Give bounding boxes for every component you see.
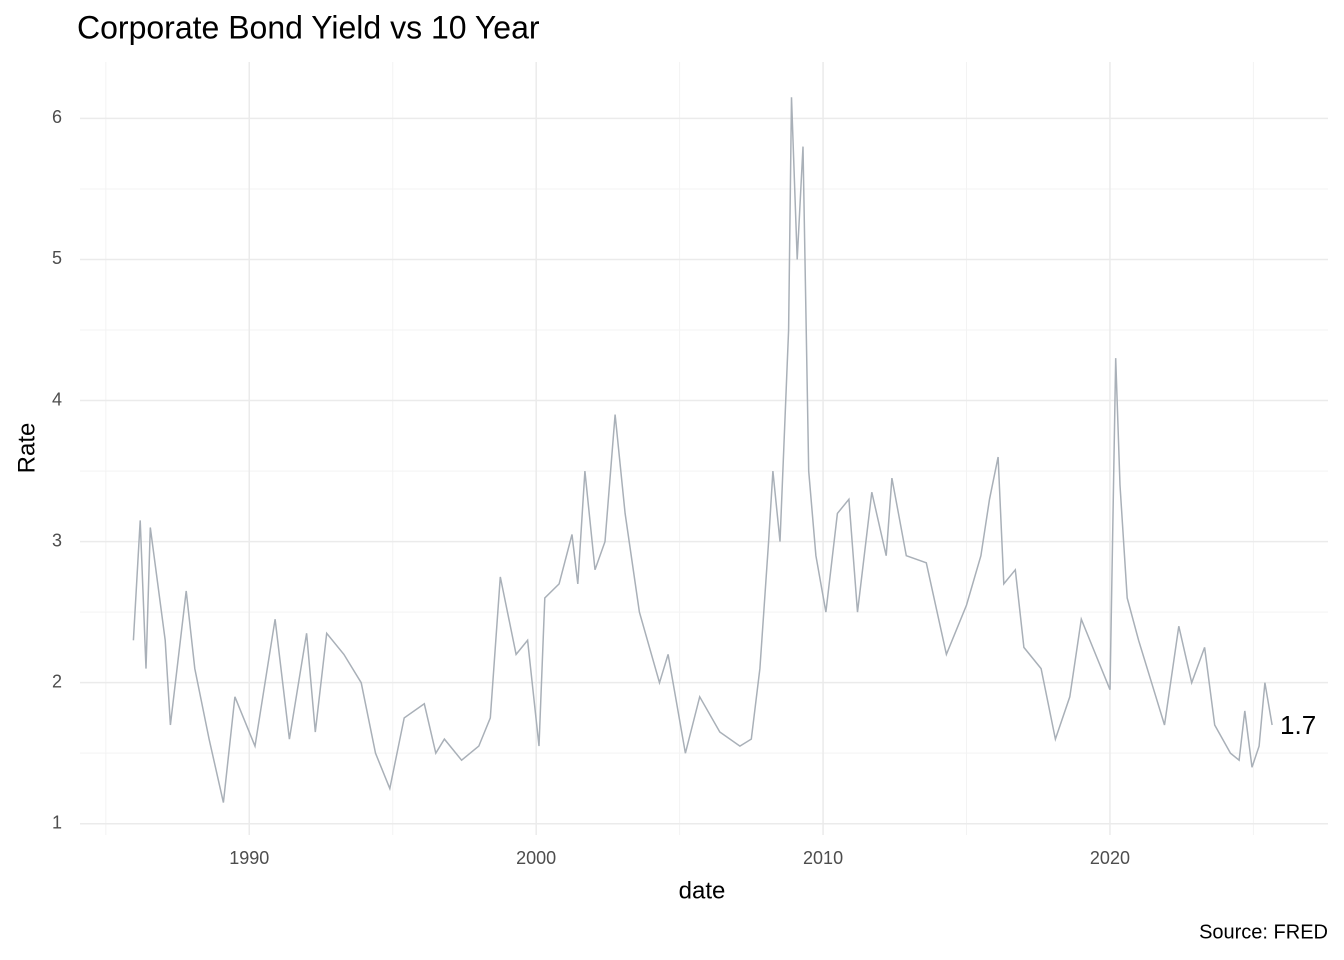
- y-tick-label: 6: [52, 107, 62, 127]
- x-tick-label: 2000: [516, 848, 556, 868]
- caption: Source: FRED: [1199, 921, 1328, 943]
- y-tick-label: 1: [52, 812, 62, 832]
- chart-title: Corporate Bond Yield vs 10 Year: [77, 9, 540, 45]
- x-axis-label: date: [679, 877, 726, 904]
- y-axis-label: Rate: [13, 423, 40, 474]
- x-tick-label: 2010: [803, 848, 843, 868]
- x-tick-label: 1990: [229, 848, 269, 868]
- y-tick-label: 2: [52, 671, 62, 691]
- y-tick-label: 3: [52, 530, 62, 550]
- y-tick-label: 4: [52, 389, 62, 409]
- y-tick-label: 5: [52, 248, 62, 268]
- line: [132, 97, 1273, 803]
- end-label: 1.7: [1280, 710, 1316, 740]
- x-tick-label: 2020: [1090, 848, 1130, 868]
